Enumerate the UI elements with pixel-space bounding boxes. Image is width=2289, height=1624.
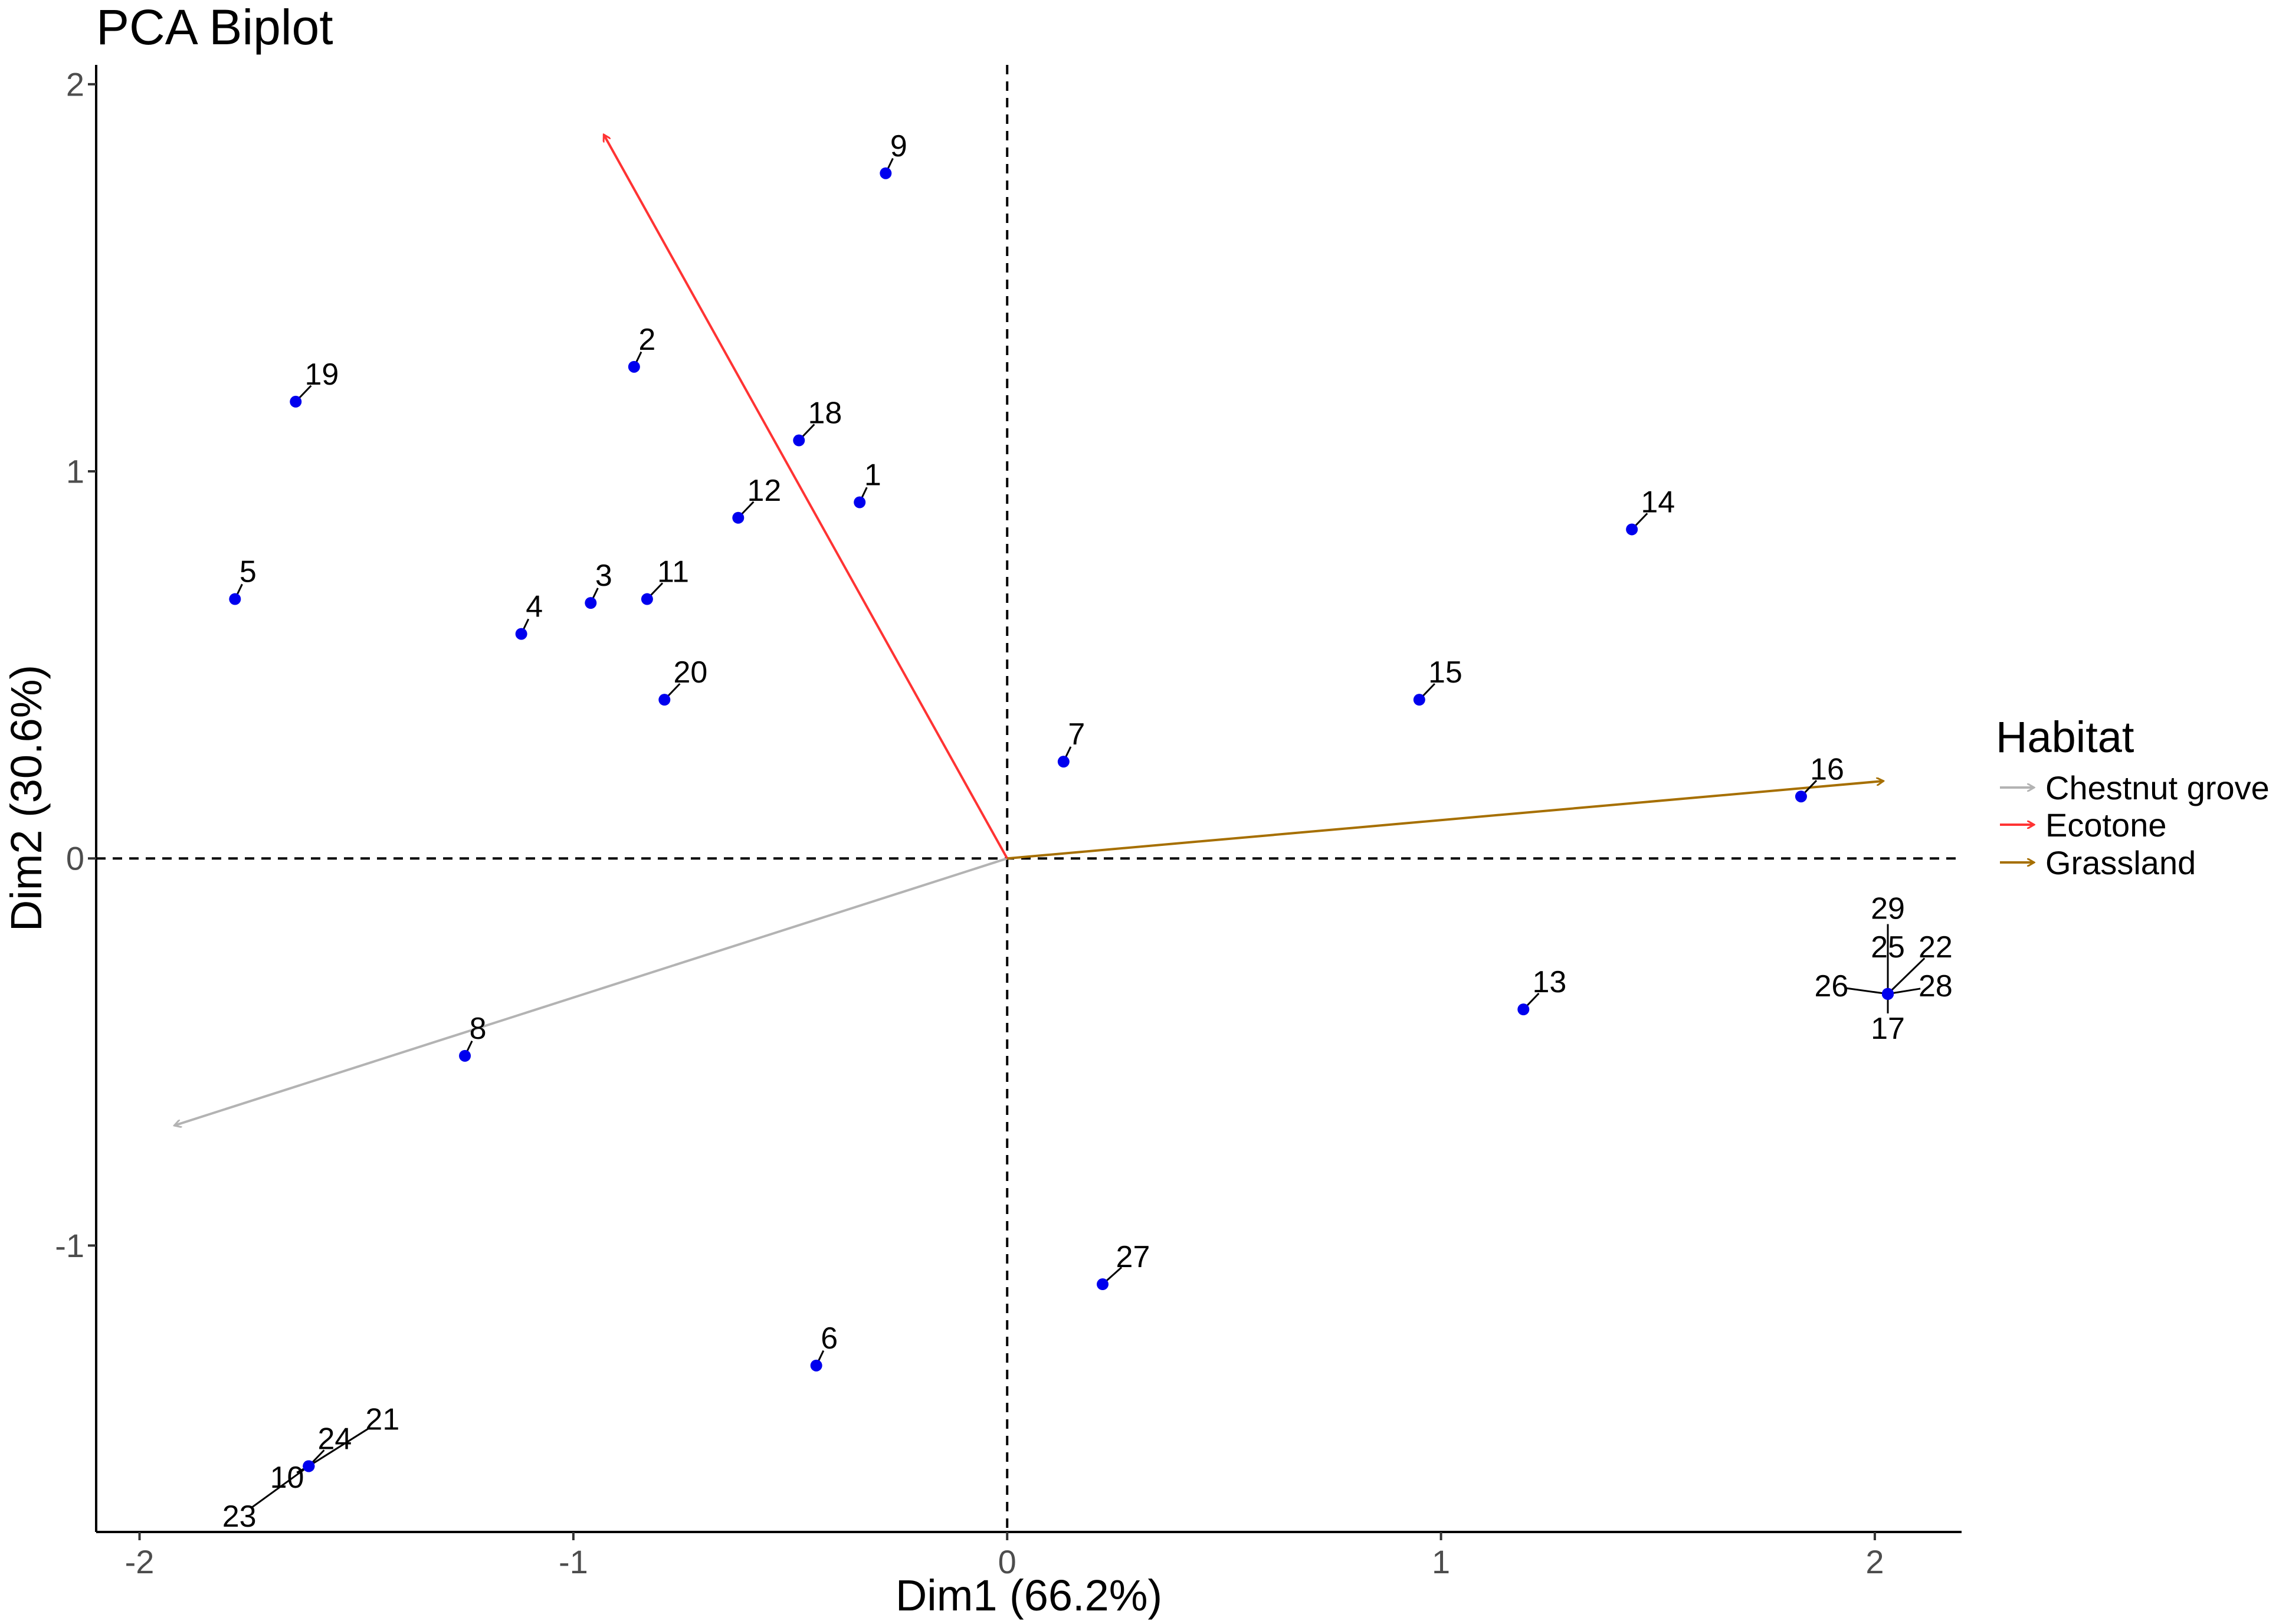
point-label-28: 28 <box>1919 969 1953 1003</box>
label-leader-line <box>1887 957 1926 995</box>
data-point-24 <box>303 1460 315 1472</box>
point-label-16: 16 <box>1810 752 1844 786</box>
data-point-12 <box>732 511 745 524</box>
point-label-7: 7 <box>1068 717 1085 752</box>
point-label-27: 27 <box>1116 1240 1150 1274</box>
y-tick-label: -1 <box>55 1227 84 1264</box>
x-tick-label: 0 <box>998 1543 1016 1580</box>
x-tick-label: 2 <box>1865 1543 1884 1580</box>
data-point-9 <box>880 167 892 179</box>
legend-label: Ecotone <box>2045 806 2167 844</box>
loading-arrow-chestnut-grove <box>174 857 1008 1126</box>
point-label-15: 15 <box>1428 655 1462 690</box>
x-axis-title: Dim1 (66.2%) <box>896 1571 1162 1620</box>
legend-label: Chestnut grove <box>2045 769 2270 806</box>
point-label-20: 20 <box>674 655 708 690</box>
x-axis-ticks: -2 -1 0 1 2 <box>125 1532 1884 1580</box>
point-label-14: 14 <box>1641 485 1675 520</box>
point-label-8: 8 <box>470 1012 487 1046</box>
point-label-11: 11 <box>657 555 689 589</box>
point-label-9: 9 <box>890 129 907 163</box>
point-label-5: 5 <box>240 555 257 589</box>
data-point-6 <box>810 1359 822 1372</box>
point-label-24: 24 <box>318 1422 352 1456</box>
data-point-8 <box>459 1049 471 1062</box>
point-label-18: 18 <box>808 396 842 431</box>
data-point-4 <box>515 628 527 640</box>
y-tick-label: 2 <box>66 65 84 103</box>
point-label-25: 25 <box>1871 930 1905 964</box>
legend-title: Habitat <box>1996 713 2134 762</box>
point-label-2: 2 <box>638 323 655 357</box>
point-label-26: 26 <box>1814 969 1848 1003</box>
data-point-3 <box>585 597 597 609</box>
x-tick-label: 1 <box>1432 1543 1450 1580</box>
point-label-4: 4 <box>526 590 543 624</box>
point-label-12: 12 <box>747 474 782 508</box>
loading-arrow-grassland <box>1007 781 1883 860</box>
point-label-19: 19 <box>304 357 339 392</box>
loading-arrow-ecotone <box>604 134 1008 859</box>
x-tick-label: -2 <box>125 1543 155 1580</box>
data-point-5 <box>229 593 241 605</box>
point-label-29: 29 <box>1871 892 1905 926</box>
point-label-23: 23 <box>222 1500 257 1534</box>
point-label-3: 3 <box>595 559 612 593</box>
y-axis-title: Dim2 (30.6%) <box>2 665 51 931</box>
point-label-6: 6 <box>821 1321 838 1356</box>
data-point-18 <box>793 434 805 447</box>
point-label-1: 1 <box>864 458 881 493</box>
plot-area: 1234567891011121314151617181920212223242… <box>96 65 1962 1534</box>
label-leader-line <box>251 1465 310 1508</box>
point-label-17: 17 <box>1871 1012 1905 1046</box>
legend-item-chestnut-grove: Chestnut grove <box>2000 769 2270 806</box>
data-point-29 <box>1881 987 1894 1000</box>
data-point-20 <box>658 694 671 706</box>
data-point-27 <box>1097 1278 1109 1291</box>
data-point-7 <box>1057 756 1070 768</box>
point-label-13: 13 <box>1532 965 1566 999</box>
legend: Habitat Chestnut grove Ecotone Grassland <box>1996 713 2270 881</box>
y-tick-label: 0 <box>66 840 84 877</box>
chart-title: PCA Biplot <box>96 0 333 55</box>
data-point-15 <box>1413 694 1425 706</box>
data-point-19 <box>290 395 302 408</box>
point-label-22: 22 <box>1919 930 1953 964</box>
data-point-1 <box>854 496 866 508</box>
label-leader-line <box>308 1427 370 1467</box>
legend-item-grassland: Grassland <box>2000 844 2196 881</box>
legend-label: Grassland <box>2045 844 2196 881</box>
data-point-13 <box>1517 1003 1530 1016</box>
point-label-21: 21 <box>365 1403 399 1437</box>
data-point-2 <box>628 360 640 373</box>
data-point-11 <box>641 593 653 605</box>
data-point-14 <box>1626 523 1638 536</box>
x-tick-label: -1 <box>559 1543 588 1580</box>
label-leader-line <box>1846 987 1888 995</box>
y-axis-ticks: -1 0 1 2 <box>55 65 96 1264</box>
point-label-10: 10 <box>270 1461 304 1495</box>
legend-item-ecotone: Ecotone <box>2000 806 2167 844</box>
y-tick-label: 1 <box>66 453 84 490</box>
data-point-16 <box>1795 790 1807 803</box>
